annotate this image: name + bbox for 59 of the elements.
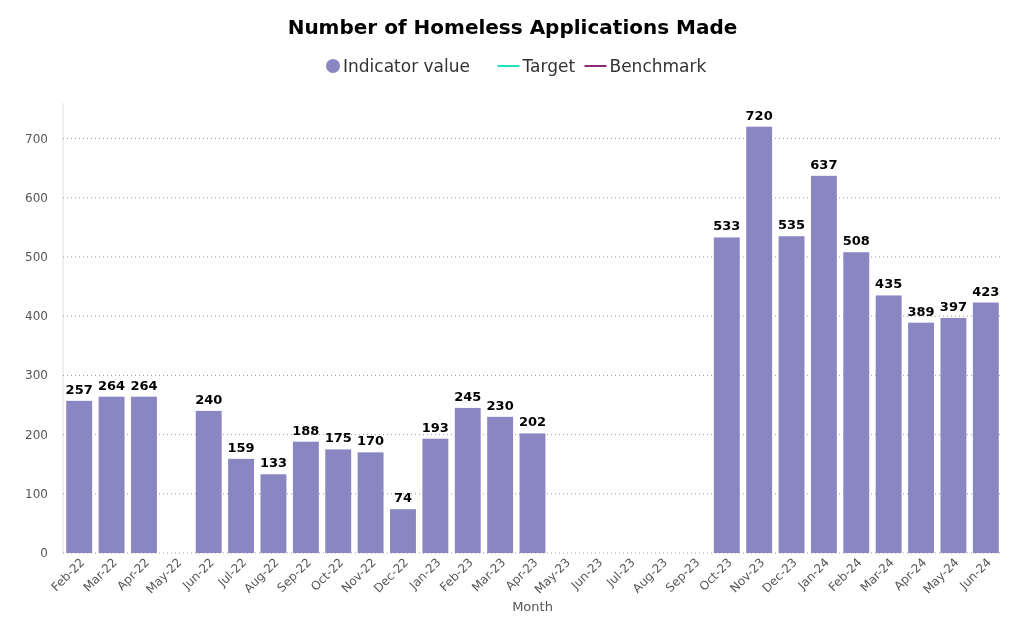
data-label: 175 xyxy=(324,430,352,446)
y-tick-label: 500 xyxy=(25,249,48,264)
data-label: 397 xyxy=(939,298,967,314)
bar xyxy=(454,407,481,553)
y-tick-label: 400 xyxy=(25,309,48,324)
bar xyxy=(778,236,805,553)
bar xyxy=(713,237,740,553)
data-label: 535 xyxy=(777,217,806,233)
bar xyxy=(195,410,222,553)
data-label: 240 xyxy=(195,391,223,407)
data-label: 159 xyxy=(227,439,255,455)
data-label: 74 xyxy=(393,490,413,506)
bar xyxy=(292,441,319,553)
data-label: 230 xyxy=(486,397,514,413)
legend-label: Target xyxy=(521,56,576,76)
legend-label: Benchmark xyxy=(609,56,707,76)
bar xyxy=(487,416,514,553)
data-label: 264 xyxy=(98,377,126,393)
bar xyxy=(940,317,967,553)
data-label: 264 xyxy=(130,377,158,393)
data-label: 533 xyxy=(713,218,741,234)
data-label: 257 xyxy=(65,381,93,397)
y-tick-label: 200 xyxy=(25,427,48,442)
y-tick-label: 0 xyxy=(40,546,48,560)
data-label: 193 xyxy=(421,419,449,435)
bar xyxy=(810,175,837,553)
chart-title: Number of Homeless Applications Made xyxy=(287,15,738,39)
data-label: 202 xyxy=(518,414,547,430)
legend-label: Indicator value xyxy=(343,56,470,76)
bar xyxy=(422,438,449,553)
bar xyxy=(746,126,773,553)
data-label: 637 xyxy=(810,156,838,172)
y-tick-label: 700 xyxy=(25,131,48,146)
data-label: 245 xyxy=(454,388,482,404)
bar xyxy=(131,396,157,553)
data-label: 170 xyxy=(357,433,385,449)
bar xyxy=(908,322,934,553)
bar xyxy=(972,302,999,553)
x-axis-title: Month xyxy=(512,599,553,614)
y-tick-label: 600 xyxy=(25,190,48,205)
bar xyxy=(66,400,93,553)
data-label: 435 xyxy=(875,276,903,292)
bar xyxy=(875,295,902,553)
y-tick-label: 100 xyxy=(25,486,48,501)
data-label: 720 xyxy=(745,107,773,123)
bar xyxy=(98,396,125,553)
data-label: 423 xyxy=(972,283,1000,299)
data-label: 133 xyxy=(259,455,288,471)
bar xyxy=(325,449,352,553)
data-label: 389 xyxy=(907,303,935,319)
bar xyxy=(357,452,384,553)
bar xyxy=(519,433,546,553)
bar xyxy=(390,509,416,553)
bar xyxy=(260,474,287,553)
bar xyxy=(843,252,870,553)
data-label: 188 xyxy=(292,422,320,438)
data-label: 508 xyxy=(842,233,870,249)
bar xyxy=(228,458,255,553)
y-tick-label: 300 xyxy=(25,368,48,383)
